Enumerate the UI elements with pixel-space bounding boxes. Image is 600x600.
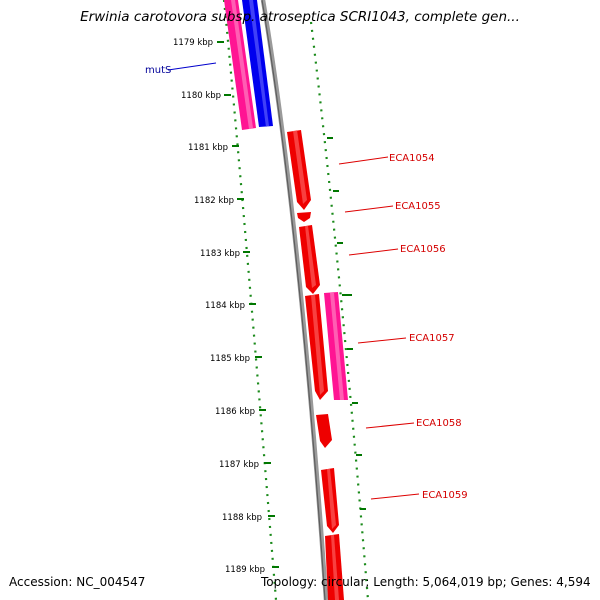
genome-summary-text: Topology: circular; Length: 5,064,019 bp… bbox=[261, 575, 591, 589]
gene-label[interactable]: ECA1057 bbox=[409, 333, 455, 344]
ruler-tick: 1188 kbp bbox=[222, 513, 275, 523]
gene-labels: mutS ECA1054 ECA1055 ECA1056 ECA1057 ECA… bbox=[145, 62, 468, 501]
ruler-tick: 1187 kbp bbox=[219, 460, 271, 470]
gene-feature-bottom[interactable] bbox=[325, 534, 344, 600]
gene-label[interactable]: ECA1055 bbox=[395, 201, 441, 212]
gene-label[interactable]: ECA1056 bbox=[400, 244, 446, 255]
gene-label[interactable]: ECA1054 bbox=[389, 153, 435, 164]
gene-label-group[interactable]: ECA1058 bbox=[365, 418, 462, 429]
gene-feature-ECA1058[interactable] bbox=[316, 414, 332, 448]
ruler-tick-label: 1179 kbp bbox=[173, 38, 213, 48]
outer-track-ticks bbox=[327, 137, 366, 510]
gene-feature-magenta-mid[interactable] bbox=[324, 292, 348, 400]
gene-feature-ECA1056[interactable] bbox=[299, 225, 320, 294]
gene-feature-ECA1057[interactable] bbox=[305, 294, 328, 400]
gene-label[interactable]: mutS bbox=[145, 65, 171, 76]
ruler-tick-label: 1181 kbp bbox=[188, 143, 228, 153]
gene-label-group[interactable]: ECA1059 bbox=[370, 490, 468, 501]
gene-label-group[interactable]: mutS bbox=[145, 62, 217, 76]
gene-label-group[interactable]: ECA1057 bbox=[357, 333, 455, 344]
ruler-tick: 1185 kbp bbox=[210, 354, 262, 364]
ruler-tick: 1180 kbp bbox=[181, 91, 231, 101]
ruler-tick: 1179 kbp bbox=[173, 38, 224, 48]
ruler-tick-label: 1183 kbp bbox=[200, 249, 240, 259]
ruler-tick: 1184 kbp bbox=[205, 301, 256, 311]
ruler-tick-label: 1188 kbp bbox=[222, 513, 262, 523]
gene-label[interactable]: ECA1059 bbox=[422, 490, 468, 501]
ruler-tick: 1189 kbp bbox=[225, 565, 279, 575]
ruler-tick-label: 1185 kbp bbox=[210, 354, 250, 364]
genome-backbone bbox=[260, 0, 329, 600]
ruler-tick-label: 1186 kbp bbox=[215, 407, 255, 417]
gene-label-group[interactable]: ECA1054 bbox=[338, 153, 435, 165]
ruler-tick-label: 1189 kbp bbox=[225, 565, 265, 575]
gene-feature-magenta-top[interactable] bbox=[224, 0, 256, 130]
ruler-tick: 1183 kbp bbox=[200, 249, 250, 259]
gene-feature-ECA1059[interactable] bbox=[321, 468, 339, 533]
outer-dotted-track bbox=[309, 21, 370, 600]
ruler-tick-label: 1182 kbp bbox=[194, 196, 234, 206]
ruler-tick-label: 1180 kbp bbox=[181, 91, 221, 101]
gene-feature-ECA1054[interactable] bbox=[287, 130, 311, 210]
gene-label[interactable]: ECA1058 bbox=[416, 418, 462, 429]
accession-text: Accession: NC_004547 bbox=[9, 575, 146, 589]
ruler-tick: 1181 kbp bbox=[188, 143, 239, 153]
gene-feature-mutS[interactable] bbox=[242, 0, 273, 127]
gene-label-group[interactable]: ECA1056 bbox=[348, 244, 446, 256]
map-title: Erwinia carotovora subsp. atroseptica SC… bbox=[80, 9, 520, 25]
ruler-tick: 1186 kbp bbox=[215, 407, 266, 417]
gene-feature-ECA1055[interactable] bbox=[297, 212, 311, 222]
gene-label-group[interactable]: ECA1055 bbox=[344, 201, 441, 213]
ruler-tick: 1182 kbp bbox=[194, 196, 244, 206]
gene-features bbox=[224, 0, 348, 600]
ruler-tick-label: 1184 kbp bbox=[205, 301, 245, 311]
kbp-ruler: 1179 kbp 1180 kbp 1181 kbp 1182 kbp 1183… bbox=[173, 38, 279, 575]
ruler-tick-label: 1187 kbp bbox=[219, 460, 259, 470]
